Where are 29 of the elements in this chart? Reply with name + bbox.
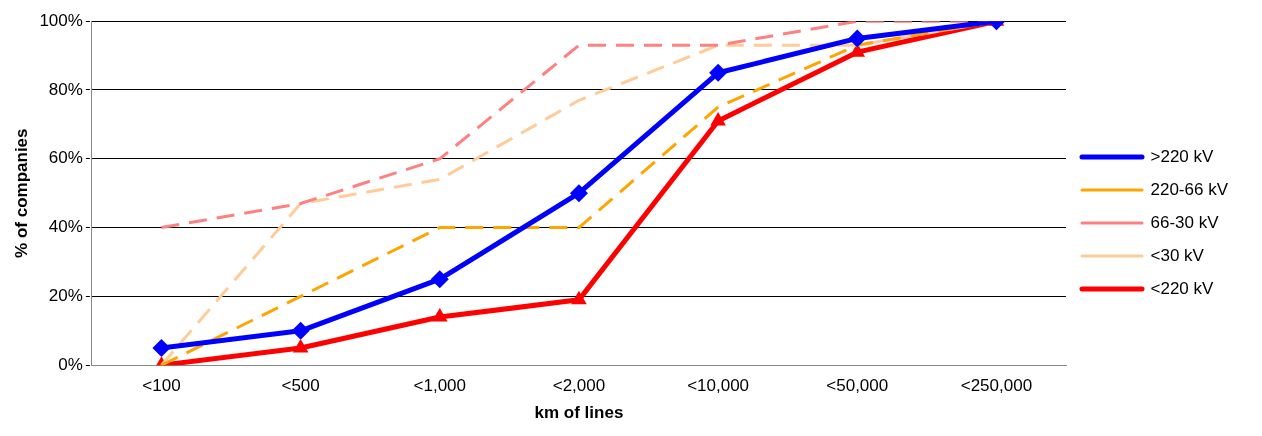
- x-tick-label: <1,000: [413, 376, 467, 396]
- y-tick-label: 60%: [48, 148, 83, 168]
- point: [709, 63, 728, 82]
- y-axis-title: % of companies: [11, 128, 31, 258]
- y-tick-label: 40%: [48, 217, 83, 237]
- legend-label: 220-66 kV: [1150, 179, 1229, 199]
- point: [569, 184, 588, 203]
- point: [431, 308, 448, 322]
- legend-label: <220 kV: [1150, 278, 1215, 298]
- point: [430, 270, 449, 289]
- x-tick-label: <50,000: [826, 376, 889, 396]
- point: [848, 29, 867, 48]
- point: [571, 290, 587, 305]
- legend-label: >220 kV: [1150, 146, 1215, 166]
- x-tick-label: <100: [142, 376, 181, 396]
- legend-label: <30 kV: [1150, 245, 1205, 265]
- y-tick-label: 100%: [39, 10, 83, 30]
- x-axis-title: km of lines: [534, 403, 624, 423]
- y-tick-label: 20%: [48, 286, 83, 306]
- point: [152, 339, 171, 357]
- y-tick-label: 0%: [58, 354, 83, 374]
- y-tick-label: 80%: [48, 79, 83, 99]
- x-tick-label: <2,000: [552, 376, 606, 396]
- x-tick-label: <500: [281, 376, 320, 396]
- point: [292, 339, 309, 353]
- point: [291, 321, 310, 340]
- x-tick-label: <10,000: [687, 376, 750, 396]
- legend-label: 66-30 kV: [1150, 212, 1220, 232]
- x-tick-label: <250,000: [960, 376, 1033, 396]
